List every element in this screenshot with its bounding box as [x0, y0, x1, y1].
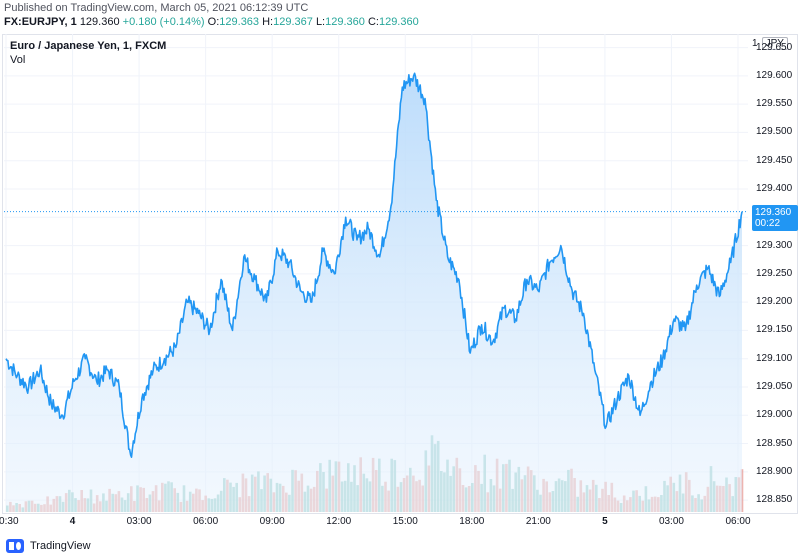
low-value: 129.360 [325, 16, 365, 28]
y-tick-label: 129.650 [756, 41, 793, 53]
last-price-label: 129.360 00:22 [752, 204, 798, 231]
price-line [5, 72, 743, 458]
y-tick-label: 129.300 [756, 239, 793, 251]
x-tick-label: 06:00 [193, 516, 219, 527]
high-label: H: [262, 16, 274, 28]
currency-marker: 1 [752, 38, 758, 49]
last-price: 129.360 [79, 16, 120, 28]
close-label: C: [367, 16, 379, 28]
y-tick-label: 129.600 [756, 69, 793, 81]
chart-pane[interactable] [2, 34, 798, 514]
price-change: +0.180 (+0.14%) [122, 16, 205, 28]
high-value: 129.367 [273, 16, 313, 28]
volume-legend[interactable]: Vol [10, 54, 26, 66]
open-value: 129.363 [219, 16, 260, 28]
x-tick-label: 5 [602, 516, 608, 527]
x-tick-label: 20:30 [0, 516, 19, 527]
x-tick-label: 18:00 [459, 516, 485, 527]
y-tick-label: 128.850 [756, 494, 793, 506]
symbol-label[interactable]: FX:EURJPY, 1 [4, 16, 77, 28]
y-tick-label: 129.000 [756, 409, 793, 421]
currency-selector[interactable]: 1 JPY [752, 37, 788, 50]
close-value: 129.360 [378, 16, 419, 28]
currency-code[interactable]: JPY [761, 37, 788, 50]
x-tick-label: 09:00 [259, 516, 285, 527]
y-tick-label: 129.500 [756, 126, 793, 138]
y-tick-label: 129.250 [756, 267, 793, 279]
y-tick-label: 129.100 [756, 352, 793, 364]
x-tick-label: 4 [69, 516, 76, 527]
published-caption: Published on TradingView.com, March 05, … [4, 2, 309, 14]
low-label: L: [315, 16, 326, 28]
bar-countdown: 00:22 [755, 217, 781, 229]
x-tick-label: 03:00 [658, 516, 684, 527]
x-tick-label: 06:00 [725, 516, 751, 527]
tradingview-logo-icon[interactable] [6, 539, 24, 553]
ohlc-bar: FX:EURJPY, 1 129.360 +0.180 (+0.14%) O:1… [4, 16, 419, 28]
y-tick-label: 129.150 [756, 324, 793, 336]
y-tick-label: 129.050 [756, 380, 793, 392]
x-tick-label: 12:00 [326, 516, 352, 527]
y-tick-label: 129.400 [756, 182, 793, 194]
x-tick-label: 03:00 [126, 516, 152, 527]
footer: TradingView [6, 539, 91, 553]
y-tick-label: 129.200 [756, 296, 793, 308]
y-tick-label: 128.950 [756, 437, 793, 449]
y-tick-label: 129.550 [756, 98, 793, 110]
y-tick-label: 129.450 [756, 154, 793, 166]
x-tick-label: 21:00 [525, 516, 551, 527]
price-area-fill [6, 73, 742, 513]
y-tick-label: 128.900 [756, 465, 793, 477]
x-tick-label: 15:00 [392, 516, 418, 527]
chart-legend-title[interactable]: Euro / Japanese Yen, 1, FXCM [10, 40, 167, 52]
last-price-value: 129.360 [755, 206, 792, 218]
open-label: O: [207, 16, 220, 28]
brand-name[interactable]: TradingView [30, 540, 91, 552]
